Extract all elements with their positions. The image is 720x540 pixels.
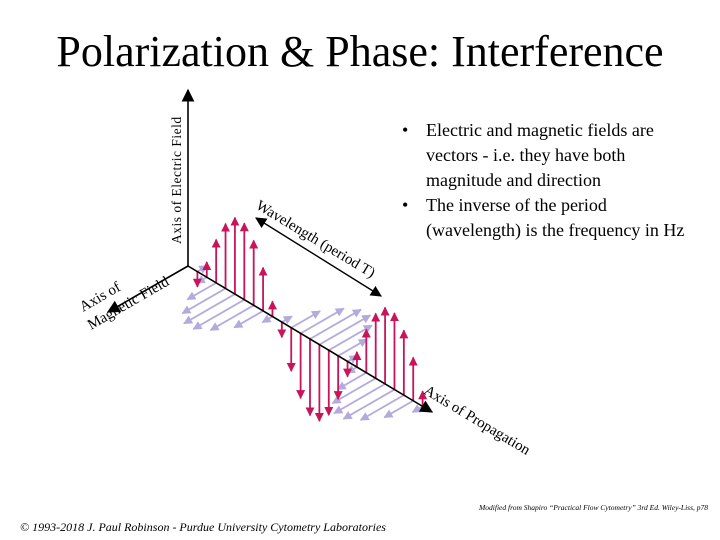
magnetic-field-arrow	[337, 338, 368, 357]
magnetic-field-arrow	[290, 310, 321, 329]
propagation-axis	[187, 265, 434, 413]
magnetic-field-arrow	[318, 314, 372, 346]
bullet-marker: •	[402, 195, 409, 215]
magnetic-field-arrow	[181, 287, 226, 315]
bullet-marker: •	[402, 120, 409, 140]
magnetic-field-arrow	[209, 304, 255, 332]
magnetic-field-arrow	[333, 383, 386, 415]
magnetic-field-arrow	[336, 371, 367, 391]
wavelength-label: Wavelength (period T)	[253, 198, 378, 282]
bullet-text: Electric and magnetic fields are vectors…	[426, 120, 654, 190]
bullet-list: • Electric and magnetic fields are vecto…	[396, 118, 696, 243]
magnetic-field-arrow	[300, 307, 345, 335]
magnetic-field-arrow	[411, 404, 424, 414]
magnetic-field-arrow	[233, 310, 264, 329]
magnetic-field-arrow	[281, 315, 293, 325]
magnetic-field-arrow	[342, 388, 395, 420]
magnetic-field-arrow	[309, 308, 362, 340]
magnetic-field-arrow	[261, 314, 273, 324]
wavelength-arrow	[255, 217, 382, 297]
bullet-item: • The inverse of the period (wavelength)…	[396, 193, 696, 243]
magnetic-field-arrow	[383, 399, 414, 419]
bullet-item: • Electric and magnetic fields are vecto…	[396, 118, 696, 193]
magnetic-axis	[106, 265, 189, 313]
electric-field-vectors	[192, 216, 428, 423]
magnetic-field-vectors	[181, 264, 424, 421]
slide-title: Polarization & Phase: Interference	[56, 27, 664, 76]
magnetic-field-arrow	[359, 394, 405, 421]
magnetic-field-arrow	[183, 293, 236, 325]
electric-axis-label: Axis of Electric Field	[169, 116, 184, 244]
source-credit: Modified from Shapiro “Practical Flow Cy…	[479, 503, 708, 512]
bullet-text: The inverse of the period (wavelength) i…	[426, 195, 685, 240]
magnetic-field-arrow	[192, 298, 245, 330]
copyright-footer: © 1993-2018 J. Paul Robinson - Purdue Un…	[20, 520, 386, 534]
propagation-axis-label: Axis of Propagation	[421, 383, 533, 459]
magnetic-field-arrow	[186, 282, 217, 301]
